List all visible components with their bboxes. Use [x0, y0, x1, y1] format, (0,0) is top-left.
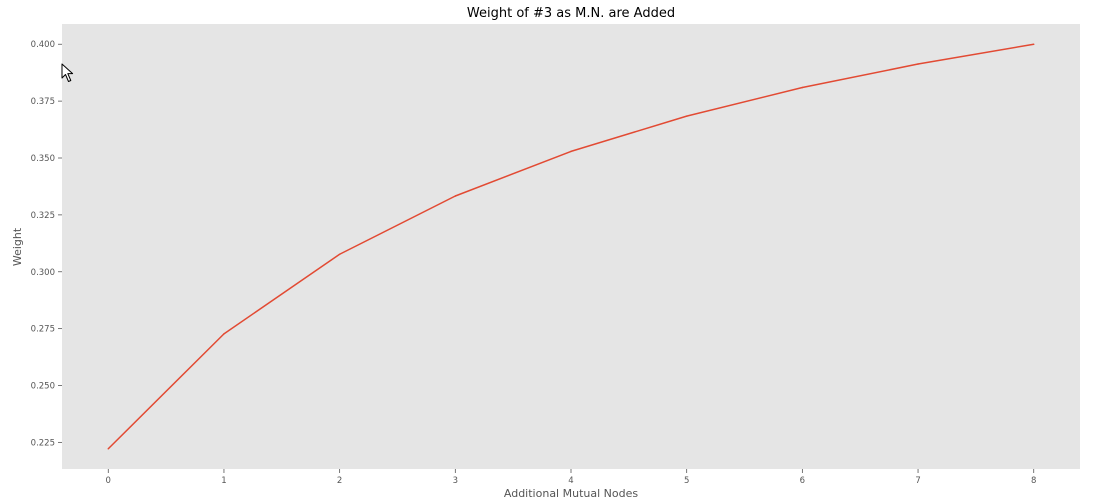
y-tick-label: 0.375: [31, 97, 55, 107]
x-tick-label: 2: [337, 476, 342, 486]
x-tick-label: 4: [568, 476, 573, 486]
x-tick-label: 3: [453, 476, 458, 486]
x-axis-label: Additional Mutual Nodes: [504, 487, 638, 500]
y-tick-label: 0.225: [31, 438, 55, 448]
x-tick-label: 7: [915, 476, 920, 486]
data-point: [570, 150, 572, 153]
y-axis-label: Weight: [11, 227, 24, 266]
y-tick-label: 0.250: [31, 382, 55, 392]
data-point: [917, 63, 919, 65]
data-point: [223, 333, 225, 335]
x-tick-label: 8: [1031, 476, 1036, 486]
data-point: [107, 448, 110, 450]
x-tick-label: 1: [221, 476, 226, 486]
x-tick-label: 5: [684, 476, 689, 486]
data-point: [1032, 43, 1035, 45]
y-axis-ticks: 0.225 0.250 0.275 0.300 0.325 0.350 0.375 0.400: [31, 40, 62, 448]
data-point: [685, 115, 688, 117]
data-point: [338, 253, 341, 255]
data-point: [454, 195, 457, 197]
x-tick-label: 6: [800, 476, 805, 486]
plot-area: [62, 24, 1080, 469]
y-tick-label: 0.400: [31, 40, 55, 50]
y-tick-label: 0.275: [31, 325, 55, 335]
x-tick-label: 0: [106, 476, 111, 486]
mouse-pointer-icon: [61, 63, 74, 82]
y-tick-label: 0.350: [31, 154, 55, 164]
y-tick-label: 0.300: [31, 268, 55, 278]
series-layer: [107, 43, 1035, 450]
x-axis-ticks: 0 1 2 3 4 5 6 7 8: [106, 469, 1036, 486]
chart-title: Weight of #3 as M.N. are Added: [467, 6, 675, 21]
data-point: [801, 86, 804, 89]
y-tick-label: 0.325: [31, 211, 55, 221]
